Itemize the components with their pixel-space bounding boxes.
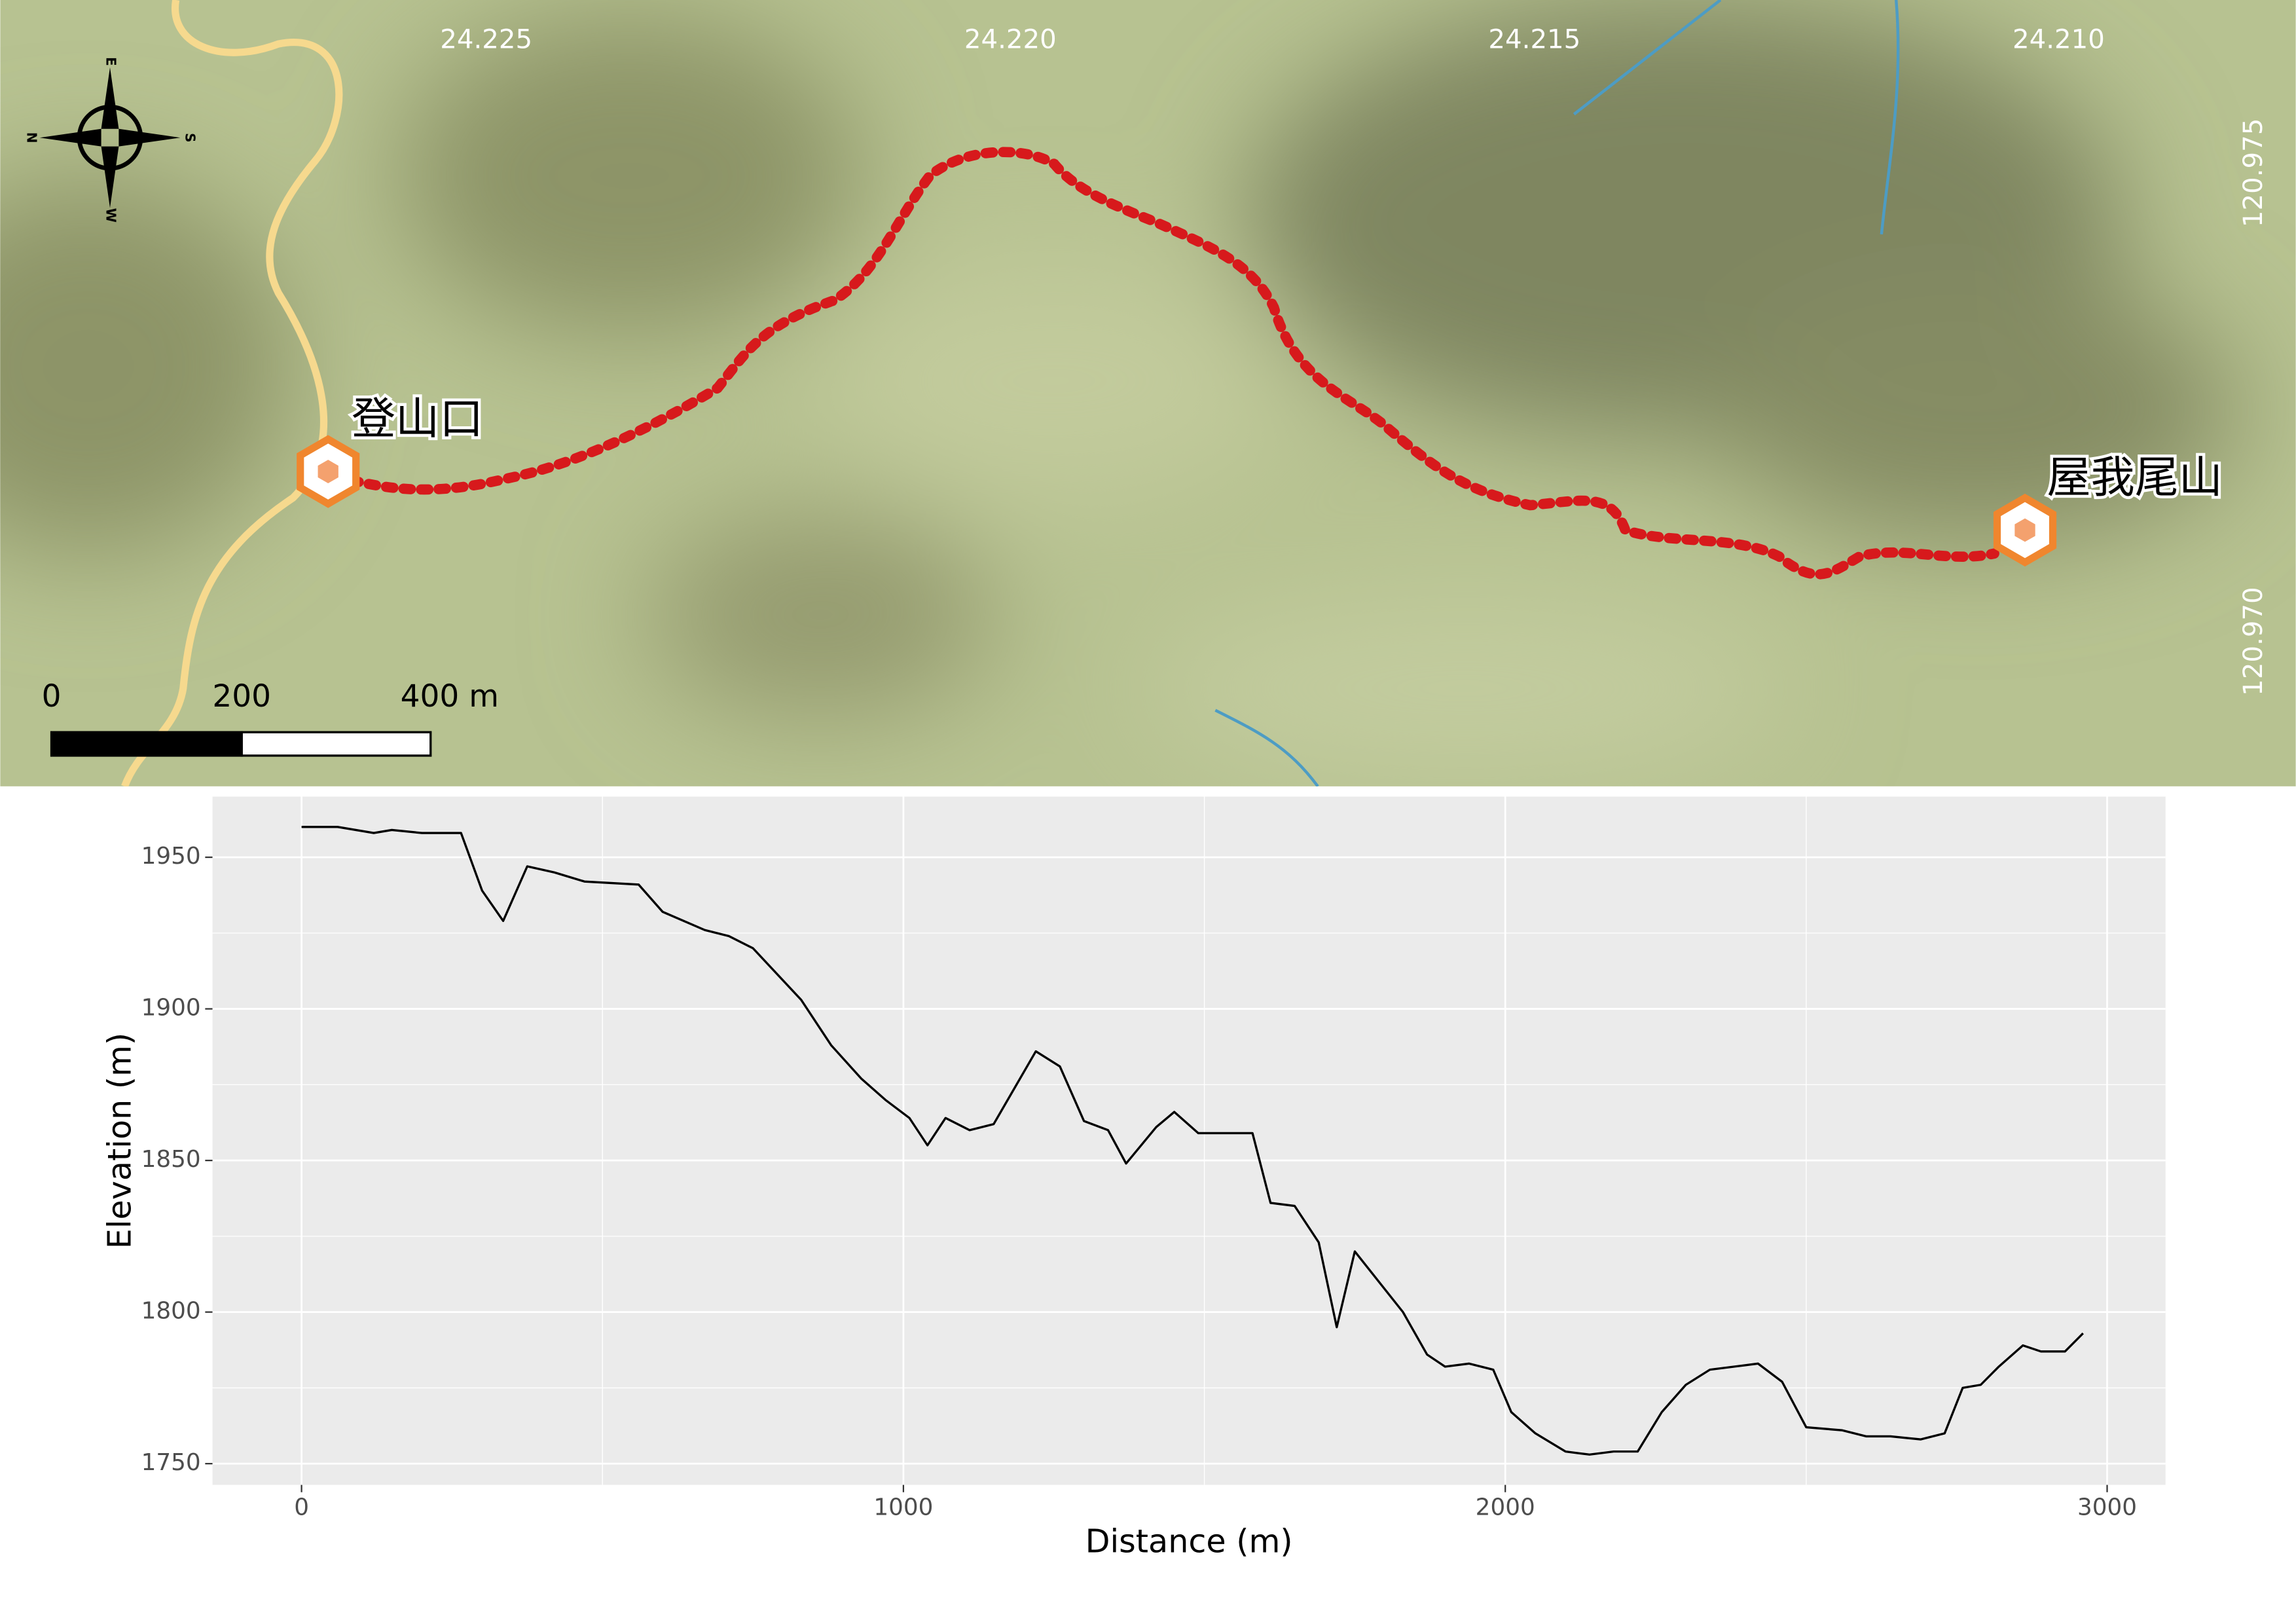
map-tick-label: 24.210 bbox=[2013, 25, 2105, 55]
y-tick-label: 1800 bbox=[141, 1298, 201, 1325]
hillshade bbox=[0, 0, 2240, 777]
route bbox=[346, 147, 1999, 580]
end-marker bbox=[1993, 493, 2057, 567]
y-tick-label: 1900 bbox=[141, 995, 201, 1022]
compass-letter: N bbox=[24, 132, 40, 143]
compass-letter: W bbox=[103, 208, 118, 223]
plot-background bbox=[212, 796, 2166, 1485]
y-axis-title: Elevation (m) bbox=[100, 1033, 138, 1249]
scale-label: 400 m bbox=[401, 678, 499, 714]
scale-bar: 0 200 400 m bbox=[42, 678, 499, 757]
x-tick-label: 2000 bbox=[1476, 1494, 1535, 1521]
x-axis-title: Distance (m) bbox=[1085, 1522, 1293, 1560]
x-tick-label: 1000 bbox=[873, 1494, 933, 1521]
end-label: 屋我尾山 bbox=[2047, 452, 2223, 503]
scale-label: 200 bbox=[212, 678, 271, 714]
map-tick-label: 24.225 bbox=[440, 25, 532, 55]
elevation-line bbox=[301, 826, 2084, 1456]
start-label: 登山口 bbox=[352, 394, 483, 445]
compass: E N S W bbox=[24, 57, 198, 223]
compass-letter: S bbox=[182, 133, 198, 142]
compass-letter: E bbox=[103, 57, 118, 66]
map: 登山口 屋我尾山 E N S W 0 200 400 m 24.225 24.22… bbox=[0, 0, 2296, 786]
x-tick-label: 3000 bbox=[2077, 1494, 2137, 1521]
start-marker bbox=[297, 435, 360, 508]
y-tick-label: 1850 bbox=[141, 1146, 201, 1173]
elevation-chart: 0 1000 2000 3000 1750 1800 1850 1900 1950 Distanc… bbox=[100, 796, 2166, 1560]
map-tick-label: 24.220 bbox=[964, 25, 1057, 55]
x-tick-label: 0 bbox=[294, 1494, 309, 1521]
scale-label: 0 bbox=[42, 678, 62, 714]
map-tick-label: 24.215 bbox=[1488, 25, 1580, 55]
y-tick-label: 1950 bbox=[141, 843, 201, 870]
stream bbox=[1214, 0, 1900, 786]
map-tick-label: 120.970 bbox=[2238, 587, 2269, 695]
y-tick-label: 1750 bbox=[141, 1449, 201, 1476]
road bbox=[121, 0, 343, 786]
map-tick-label: 120.975 bbox=[2238, 119, 2269, 227]
